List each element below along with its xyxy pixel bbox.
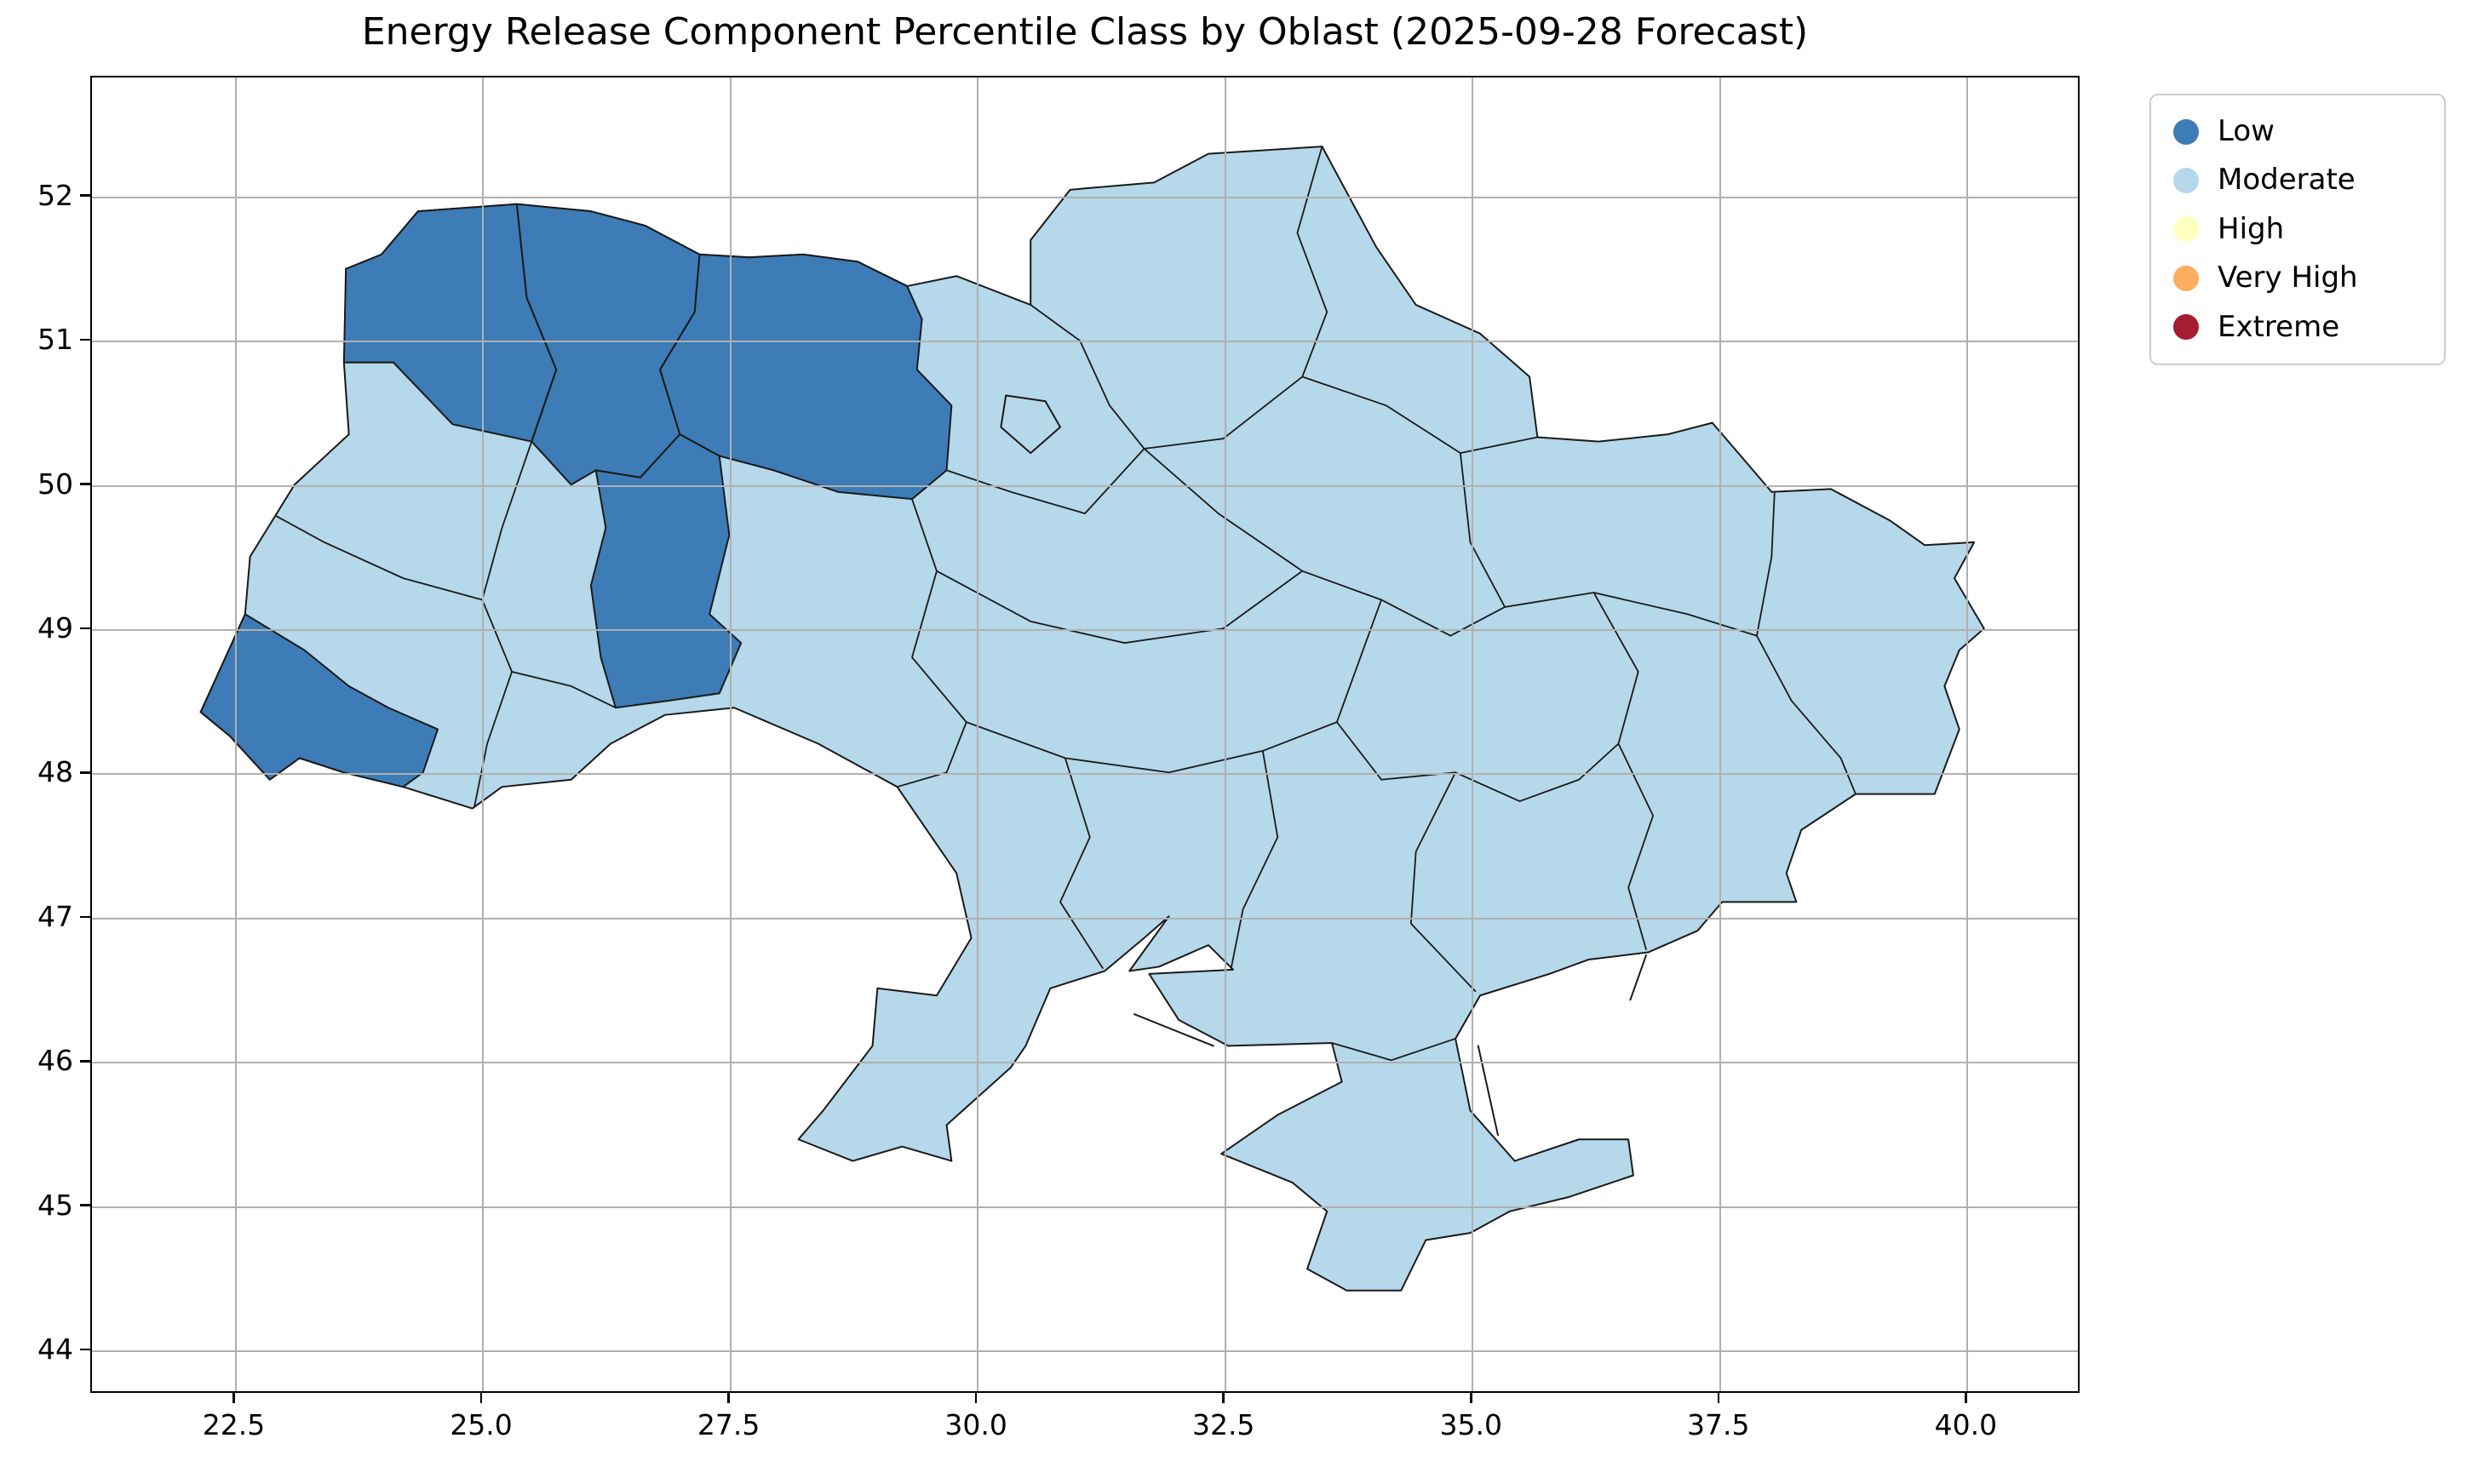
legend-marker-icon (2173, 314, 2199, 341)
x-tick-mark (1222, 1393, 1225, 1403)
legend-label: Extreme (2218, 309, 2340, 344)
oblast-border (1060, 758, 1103, 968)
oblast-border (482, 442, 531, 672)
oblast-border (1332, 1039, 1455, 1060)
y-tick-mark (80, 338, 90, 341)
oblast-border (1411, 772, 1475, 991)
x-tick-mark (1965, 1393, 1967, 1403)
x-tick-mark (232, 1393, 235, 1403)
x-tick-mark (974, 1393, 978, 1403)
legend-item: Extreme (2156, 303, 2439, 352)
legend-label: Moderate (2218, 163, 2356, 198)
y-tick-label: 51 (37, 323, 73, 357)
oblast-border (1030, 305, 1144, 449)
y-tick-label: 44 (37, 1332, 73, 1367)
legend-label: Low (2218, 114, 2275, 148)
x-tick-mark (479, 1393, 483, 1403)
oblast-border (1297, 146, 1327, 376)
oblast-border (1145, 377, 1303, 450)
x-tick-label: 32.5 (1191, 1408, 1255, 1441)
x-tick-label: 37.5 (1687, 1408, 1750, 1441)
y-tick-label: 46 (37, 1044, 73, 1078)
oblast-border (1337, 599, 1381, 722)
y-tick-label: 45 (37, 1188, 73, 1222)
y-tick-mark (80, 915, 90, 919)
y-tick-mark (80, 1348, 90, 1351)
ukraine-choropleth-map (92, 77, 2078, 1391)
y-tick-mark (80, 1204, 90, 1206)
oblast-border (512, 672, 616, 708)
legend-marker-icon (2173, 265, 2199, 291)
x-tick-label: 22.5 (202, 1408, 266, 1441)
y-tick-mark (80, 194, 90, 197)
oblast-border (967, 722, 1337, 772)
legend-marker-icon (2173, 118, 2199, 145)
legend-item: Moderate (2156, 156, 2439, 204)
oblast-border (1594, 593, 1654, 949)
x-tick-label: 40.0 (1934, 1408, 1998, 1441)
y-tick-mark (80, 1060, 90, 1063)
y-tick-mark (80, 771, 90, 774)
y-tick-label: 50 (37, 467, 73, 501)
legend: Low Moderate High Very High Extreme (2149, 94, 2446, 365)
y-tick-mark (80, 483, 90, 485)
oblast-border (1145, 449, 1505, 636)
x-tick-label: 35.0 (1439, 1408, 1502, 1441)
x-tick-mark (1470, 1393, 1472, 1403)
plot-area (90, 76, 2080, 1393)
x-tick-mark (1717, 1393, 1720, 1403)
coastal-spit (1134, 1014, 1214, 1046)
oblast-border (947, 449, 1145, 513)
oblast-zakarpattia (201, 614, 438, 787)
legend-item: Low (2156, 107, 2439, 156)
oblast-border (1460, 453, 1505, 607)
coastal-spit (1478, 1046, 1498, 1135)
oblast-border (1505, 593, 1757, 636)
coastal-spit (1630, 955, 1646, 1000)
oblast-khmelnytskyi (591, 434, 741, 708)
y-tick-label: 52 (37, 178, 73, 212)
x-tick-label: 30.0 (944, 1408, 1007, 1441)
legend-item: High (2156, 205, 2439, 254)
oblast-kyiv-city (1001, 395, 1060, 453)
oblast-border (1231, 751, 1278, 968)
oblast-border (277, 516, 482, 599)
legend-marker-icon (2173, 216, 2199, 243)
x-tick-label: 25.0 (450, 1408, 513, 1441)
y-tick-label: 47 (37, 899, 73, 933)
legend-item: Very High (2156, 254, 2439, 302)
legend-marker-icon (2173, 168, 2199, 194)
oblast-border (1757, 492, 1775, 636)
x-tick-label: 27.5 (697, 1408, 760, 1441)
legend-label: High (2218, 211, 2285, 246)
chart-title: Energy Release Component Percentile Clas… (361, 10, 1809, 54)
oblast-border (1302, 377, 1537, 454)
oblast-border (937, 571, 1302, 644)
legend-label: Very High (2218, 261, 2358, 295)
x-tick-mark (727, 1393, 730, 1403)
y-tick-label: 49 (37, 610, 73, 645)
y-tick-label: 48 (37, 755, 73, 789)
oblast-border (1757, 636, 1856, 794)
y-tick-mark (80, 627, 90, 630)
oblast-border (474, 672, 512, 807)
oblast-zhytomyr (660, 255, 951, 499)
